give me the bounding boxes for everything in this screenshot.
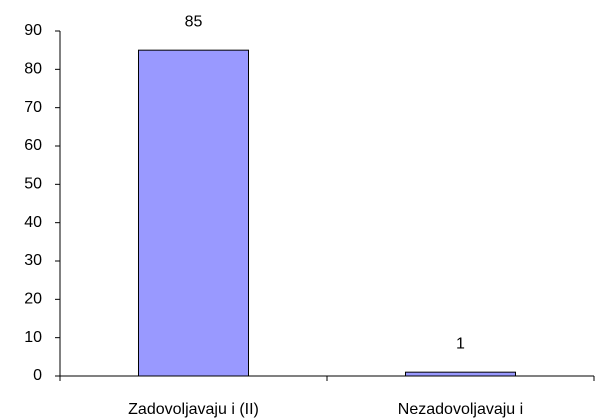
x-tick-label: Zadovoljavaju i (II)	[128, 401, 259, 418]
x-tick-label: Nezadovoljavaju i	[398, 401, 523, 418]
y-tick-label: 0	[33, 367, 42, 384]
y-tick-label: 90	[24, 22, 42, 39]
y-tick-label: 60	[24, 137, 42, 154]
bar	[137, 49, 250, 377]
data-label: 85	[185, 13, 203, 30]
data-label: 1	[456, 335, 465, 352]
y-tick-label: 20	[24, 291, 42, 308]
y-tick-label: 10	[24, 329, 42, 346]
y-tick-label: 30	[24, 252, 42, 269]
y-tick-label: 40	[24, 214, 42, 231]
y-tick-label: 80	[24, 61, 42, 78]
y-tick-label: 50	[24, 176, 42, 193]
y-tick-label: 70	[24, 99, 42, 116]
bar	[404, 371, 517, 377]
